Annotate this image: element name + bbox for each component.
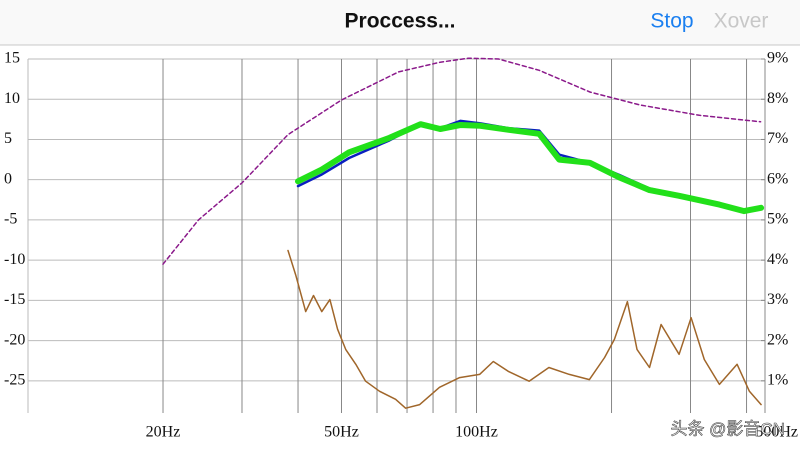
nav-title: Proccess... [345,10,456,33]
x-tick-label: 500Hz [755,424,798,441]
series-line [162,57,762,265]
x-tick-label: 20Hz [146,424,181,441]
y-tick-label: 5 [4,130,12,147]
series-line [287,249,762,409]
y2-tick-label: 1% [767,371,788,388]
y-tick-label: -15 [4,291,25,308]
y2-tick-label: 3% [767,291,788,308]
y2-tick-label: 5% [767,211,788,228]
y2-tick-label: 9% [767,50,788,67]
y-tick-label: -10 [4,251,25,268]
y2-tick-label: 8% [767,90,788,107]
x-tick-label: 100Hz [455,424,498,441]
stop-button[interactable]: Stop [650,10,693,33]
y-tick-label: -5 [4,211,17,228]
watermark: 头条 @影音CN [670,419,785,438]
xover-button[interactable]: Xover [714,10,769,33]
y-tick-label: -25 [4,371,25,388]
y-tick-label: 0 [4,170,12,187]
y-tick-label: -20 [4,331,25,348]
y2-tick-label: 4% [767,251,788,268]
nav-bar [0,0,800,45]
y2-tick-label: 7% [767,130,788,147]
x-tick-label: 50Hz [324,424,359,441]
y2-tick-label: 6% [767,170,788,187]
y-tick-label: 15 [4,50,20,67]
series-line [295,121,765,215]
y-tick-label: 10 [4,90,20,107]
y2-tick-label: 2% [767,331,788,348]
plot: 15 10 5 0 -5 -10 -15 -20 -25 9% 8% 7% 6% 5% 4% 3% 2% 1% 20… [4,50,798,441]
